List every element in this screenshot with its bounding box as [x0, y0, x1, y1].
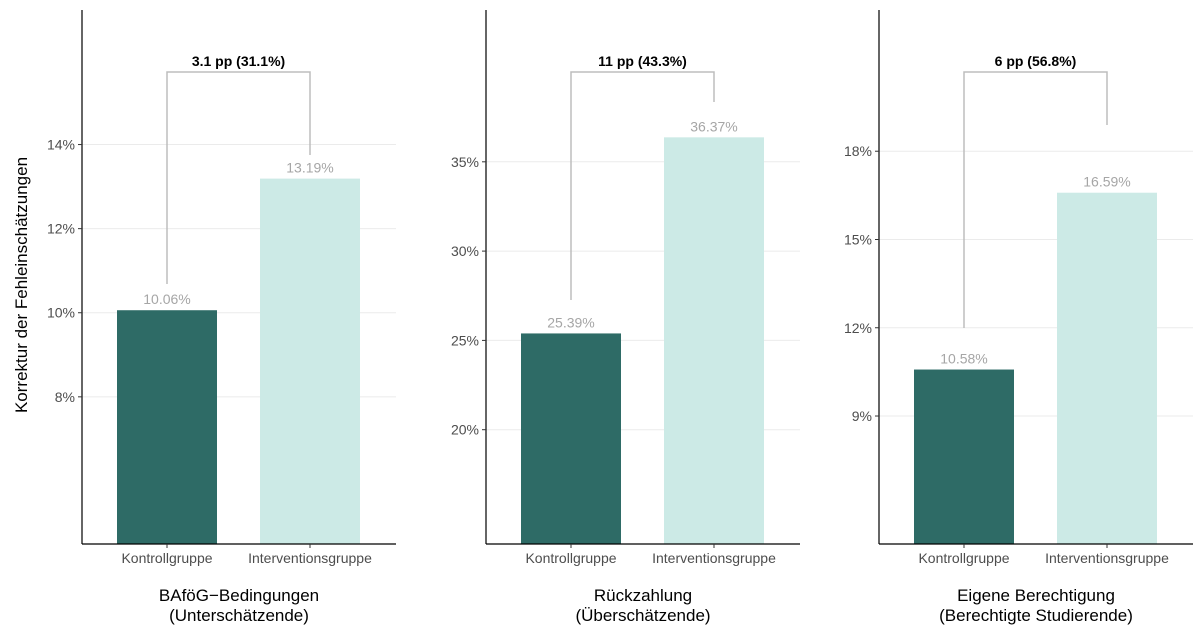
- bar-intervention: [260, 178, 360, 545]
- panel-title: (Unterschätzende): [169, 606, 309, 625]
- x-category-label: Kontrollgruppe: [121, 550, 212, 566]
- panel-title: (Überschätzende): [575, 606, 710, 625]
- y-tick-label: 14%: [47, 137, 75, 153]
- y-tick-label: 9%: [852, 408, 872, 424]
- panel-title: Eigene Berechtigung: [957, 586, 1115, 605]
- y-tick-label: 35%: [451, 154, 479, 170]
- y-tick-label: 12%: [844, 320, 872, 336]
- y-axis-label: Korrektur der Fehleinschätzungen: [12, 157, 31, 413]
- comparison-bracket: [963, 71, 1108, 328]
- panel-title: BAföG−Bedingungen: [159, 586, 319, 605]
- x-category-label: Kontrollgruppe: [525, 550, 616, 566]
- x-category-label: Interventionsgruppe: [248, 550, 372, 566]
- y-tick-label: 12%: [47, 221, 75, 237]
- difference-annotation: 6 pp (56.8%): [995, 53, 1077, 69]
- bar-control: [521, 333, 621, 544]
- comparison-bracket: [166, 71, 311, 284]
- bar-control: [914, 369, 1014, 544]
- difference-annotation: 11 pp (43.3%): [598, 53, 687, 69]
- chart-panels: 10.06% 13.19% 3.1 pp (31.1%) 8% 10% 12% 14% Kon…: [47, 10, 1193, 625]
- chart-panel-2: 25.39% 36.37% 11 pp (43.3%) 20% 25% 30% 35% Kon…: [451, 10, 800, 625]
- value-label: 36.37%: [690, 118, 737, 134]
- panel-title: Rückzahlung: [594, 586, 692, 605]
- x-category-label: Interventionsgruppe: [652, 550, 776, 566]
- y-tick-label: 18%: [844, 143, 872, 159]
- y-tick-label: 25%: [451, 332, 479, 348]
- bar-control: [117, 310, 217, 544]
- y-tick-label: 15%: [844, 231, 872, 247]
- bar-intervention: [1057, 192, 1157, 544]
- value-label: 13.19%: [286, 160, 333, 176]
- panel-title: (Berechtigte Studierende): [939, 606, 1133, 625]
- difference-annotation: 3.1 pp (31.1%): [192, 53, 285, 69]
- y-tick-label: 10%: [47, 305, 75, 321]
- x-category-label: Interventionsgruppe: [1045, 550, 1169, 566]
- value-label: 16.59%: [1083, 174, 1130, 190]
- bar-intervention: [664, 137, 764, 545]
- value-label: 10.06%: [143, 291, 190, 307]
- y-tick-label: 8%: [55, 389, 75, 405]
- x-category-label: Kontrollgruppe: [918, 550, 1009, 566]
- value-label: 25.39%: [547, 314, 594, 330]
- chart-panel-1: 10.06% 13.19% 3.1 pp (31.1%) 8% 10% 12% 14% Kon…: [47, 10, 396, 625]
- comparison-bracket: [570, 71, 715, 300]
- chart-panel-3: 10.58% 16.59% 6 pp (56.8%) 9% 12% 15% 18% Kontr…: [844, 10, 1193, 625]
- y-tick-label: 20%: [451, 422, 479, 438]
- value-label: 10.58%: [940, 351, 987, 367]
- y-tick-label: 30%: [451, 243, 479, 259]
